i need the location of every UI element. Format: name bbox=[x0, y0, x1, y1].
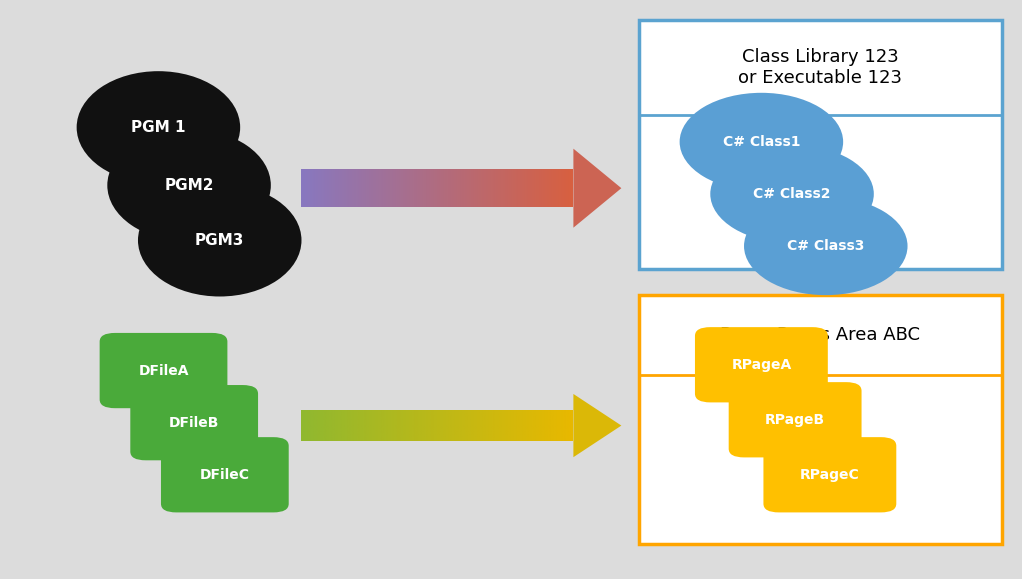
FancyBboxPatch shape bbox=[100, 333, 228, 408]
Ellipse shape bbox=[77, 71, 240, 184]
Text: PGM 1: PGM 1 bbox=[131, 120, 186, 135]
Text: RPageC: RPageC bbox=[800, 468, 860, 482]
Bar bbox=[639, 20, 1002, 269]
Polygon shape bbox=[573, 149, 621, 228]
Text: RPageA: RPageA bbox=[732, 358, 791, 372]
FancyBboxPatch shape bbox=[763, 437, 896, 512]
Text: C# Class3: C# Class3 bbox=[787, 239, 865, 253]
Polygon shape bbox=[573, 394, 621, 457]
Text: C# Class2: C# Class2 bbox=[753, 187, 831, 201]
Bar bbox=[639, 295, 1002, 544]
Ellipse shape bbox=[138, 184, 301, 296]
FancyBboxPatch shape bbox=[729, 382, 862, 457]
FancyBboxPatch shape bbox=[161, 437, 289, 512]
Ellipse shape bbox=[680, 93, 843, 191]
Text: RPageB: RPageB bbox=[765, 413, 825, 427]
FancyBboxPatch shape bbox=[695, 327, 828, 402]
Ellipse shape bbox=[744, 197, 908, 295]
Text: DFileB: DFileB bbox=[169, 416, 220, 430]
Ellipse shape bbox=[107, 129, 271, 241]
Text: Class Library 123
or Executable 123: Class Library 123 or Executable 123 bbox=[738, 48, 902, 87]
Text: PGM3: PGM3 bbox=[195, 233, 244, 248]
Text: PGM2: PGM2 bbox=[165, 178, 214, 193]
Text: C# Class1: C# Class1 bbox=[723, 135, 800, 149]
Text: DFileC: DFileC bbox=[200, 468, 249, 482]
FancyBboxPatch shape bbox=[131, 385, 258, 460]
Ellipse shape bbox=[710, 145, 874, 243]
Text: Razor Pages Area ABC: Razor Pages Area ABC bbox=[721, 326, 920, 344]
Text: DFileA: DFileA bbox=[138, 364, 189, 378]
